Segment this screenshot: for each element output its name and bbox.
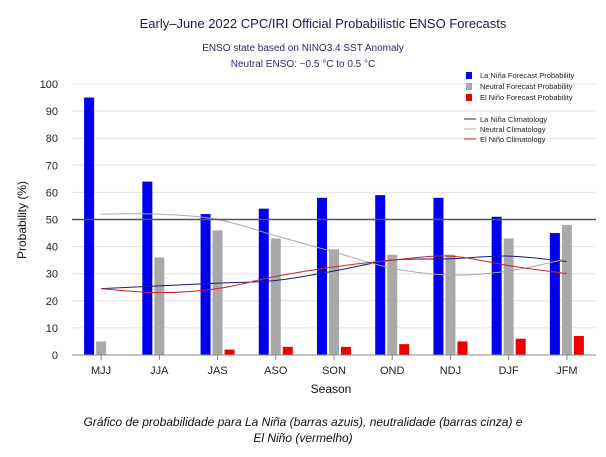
bar-neutral — [154, 257, 165, 355]
legend-el-nino-climatology-label: El Niño Climatology — [480, 135, 546, 144]
y-tick-label: 50 — [46, 215, 58, 227]
legend-la-nina-forecast-label: La Niña Forecast Probability — [480, 71, 574, 80]
bar-la-nina — [317, 197, 327, 355]
la-nina-climatology-line — [101, 255, 567, 290]
y-tick-label: 60 — [46, 187, 58, 199]
bar-neutral — [445, 254, 456, 355]
caption-line-1: Gráfico de probabilidade para La Niña (b… — [83, 415, 523, 429]
bar-neutral — [96, 341, 107, 355]
y-tick-label: 30 — [46, 269, 58, 281]
x-tick-label: OND — [380, 365, 405, 377]
bar-la-nina — [549, 233, 560, 355]
x-axis-ticks: MJJ JJA JAS ASO SON OND NDJ DJF JFM — [91, 355, 578, 377]
x-tick-label: DJF — [499, 365, 519, 377]
bar-la-nina — [200, 214, 211, 355]
legend-neutral-forecast-swatch — [466, 83, 472, 90]
legend-neutral-forecast-label: Neutral Forecast Probability — [480, 82, 573, 91]
bar-el-nino — [224, 349, 235, 355]
y-tick-label: 0 — [52, 350, 58, 362]
chart-subtitle-2: Neutral ENSO: −0.5 °C to 0.5 °C — [231, 59, 375, 70]
x-tick-label: MJJ — [91, 365, 111, 377]
legend-la-nina-forecast-swatch — [466, 72, 472, 79]
bar-la-nina — [433, 197, 444, 355]
climatology-lines — [101, 213, 567, 294]
legend-neutral-climatology-label: Neutral Climatology — [480, 125, 546, 134]
bar-neutral — [212, 230, 223, 355]
bar-la-nina — [142, 181, 153, 355]
x-tick-label: ASO — [264, 365, 288, 377]
y-tick-label: 10 — [46, 323, 58, 335]
bar-el-nino — [399, 344, 410, 355]
y-tick-label: 70 — [46, 160, 58, 172]
chart-title: Early–June 2022 CPC/IRI Official Probabi… — [140, 16, 507, 31]
bar-neutral — [270, 238, 281, 355]
bar-el-nino — [282, 346, 293, 355]
neutral-climatology-line — [101, 213, 567, 276]
bar-neutral — [503, 238, 514, 355]
bar-neutral — [561, 224, 572, 355]
caption-line-2: El Niño (vermelho) — [253, 431, 353, 445]
x-axis-label: Season — [311, 382, 352, 396]
x-tick-label: NDJ — [440, 365, 461, 377]
bar-el-nino — [457, 341, 468, 355]
legend-el-nino-forecast-label: El Niño Forecast Probability — [480, 93, 573, 102]
el-nino-climatology-line — [101, 255, 567, 294]
y-tick-label: 20 — [46, 296, 58, 308]
legend-la-nina-climatology-label: La Niña Climatology — [480, 115, 547, 124]
y-tick-label: 90 — [46, 106, 58, 118]
x-tick-label: JFM — [556, 365, 577, 377]
legend-el-nino-forecast-swatch — [466, 94, 472, 101]
bar-la-nina — [84, 97, 95, 356]
x-tick-label: JJA — [150, 365, 169, 377]
bar-el-nino — [515, 338, 526, 355]
y-axis-ticks: 0 10 20 30 40 50 60 70 80 90 100 — [40, 79, 58, 362]
bar-el-nino — [573, 336, 584, 355]
y-tick-label: 40 — [46, 242, 58, 254]
legend: La Niña Forecast Probability Neutral Fore… — [464, 71, 574, 144]
y-tick-label: 80 — [46, 133, 58, 145]
bar-neutral — [387, 254, 398, 355]
y-axis-label: Probability (%) — [15, 181, 29, 259]
enso-chart: Early–June 2022 CPC/IRI Official Probabi… — [15, 16, 596, 396]
y-tick-label: 100 — [40, 79, 58, 91]
bar-la-nina — [491, 216, 502, 355]
x-tick-label: JAS — [207, 365, 227, 377]
chart-subtitle-1: ENSO state based on NINO3.4 SST Anomaly — [202, 43, 404, 54]
x-tick-label: SON — [322, 365, 346, 377]
bar-el-nino — [341, 346, 351, 355]
bar-neutral — [329, 249, 339, 355]
bar-la-nina — [375, 195, 386, 355]
